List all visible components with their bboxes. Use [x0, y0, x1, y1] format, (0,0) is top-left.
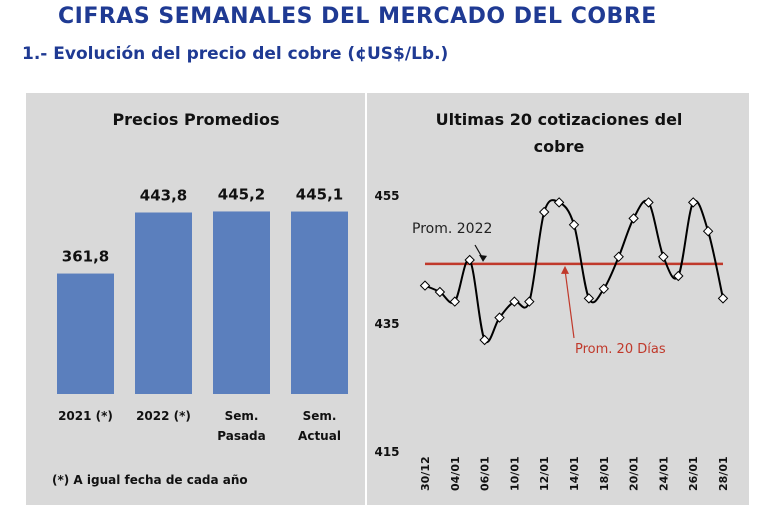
bar-category-label: 2021 (*)	[58, 409, 113, 423]
bar-category-label: Sem.	[303, 409, 337, 423]
bar-category-label: Sem.	[225, 409, 259, 423]
x-tick-label: 26/01	[687, 456, 700, 491]
bar-chart-title: Precios Promedios	[112, 110, 279, 129]
bar-value-label: 445,2	[218, 185, 265, 203]
data-point-marker	[658, 251, 669, 263]
x-tick-label: 24/01	[657, 456, 670, 491]
data-point-marker	[538, 206, 550, 218]
y-tick-label: 435	[374, 317, 399, 331]
data-point-marker	[687, 197, 699, 208]
data-point-marker	[583, 293, 595, 304]
x-tick-label: 28/01	[717, 456, 730, 491]
x-tick-label: 04/01	[449, 456, 462, 491]
annotation-prom-2022: Prom. 2022	[412, 221, 492, 237]
line-chart: Ultimas 20 cotizaciones del cobre 455 435 41…	[374, 110, 730, 491]
data-point-marker	[419, 280, 431, 291]
data-point-marker	[643, 197, 654, 208]
data-point-marker	[613, 251, 624, 263]
data-point-marker	[598, 283, 610, 295]
bar-chart: Precios Promedios 361,8 2021 (*) 443,8 2022 …	[52, 110, 348, 487]
line-chart-title: Ultimas 20 cotizaciones del	[436, 110, 683, 129]
bar	[57, 273, 114, 394]
data-point-marker	[524, 296, 535, 307]
data-point-marker	[702, 225, 714, 237]
bar-value-label: 443,8	[140, 187, 187, 205]
line-chart-panel: Ultimas 20 cotizaciones del cobre 455 435 41…	[367, 93, 749, 505]
data-point-marker	[494, 312, 505, 323]
bar-category-label: Pasada	[217, 429, 266, 443]
bar-value-label: 445,1	[296, 186, 343, 204]
page-subtitle: 1.- Evolución del precio del cobre (¢US$…	[22, 44, 449, 64]
line-chart-title: cobre	[534, 137, 585, 156]
annotation-arrow-20-dias	[564, 269, 575, 339]
data-point-marker	[449, 296, 461, 307]
bar	[213, 211, 270, 394]
x-tick-label: 12/01	[538, 456, 551, 491]
bar	[135, 212, 192, 394]
bar-category-label: Actual	[298, 429, 341, 443]
y-tick-label: 415	[374, 445, 399, 459]
annotation-prom-20-dias: Prom. 20 Días	[575, 342, 666, 357]
x-tick-label: 10/01	[508, 456, 521, 491]
data-point-marker	[628, 213, 639, 224]
data-point-marker	[479, 334, 490, 346]
x-tick-label: 18/01	[598, 456, 611, 491]
page-title: CIFRAS SEMANALES DEL MERCADO DEL COBRE	[58, 4, 657, 29]
data-point-marker	[509, 296, 520, 307]
data-point-marker	[717, 293, 729, 304]
data-point-marker	[568, 219, 580, 231]
y-tick-label: 455	[374, 189, 399, 203]
bar-category-label: 2022 (*)	[136, 409, 191, 423]
data-point-marker	[464, 254, 475, 266]
bar-chart-panel: Precios Promedios 361,8 2021 (*) 443,8 2022 …	[26, 93, 365, 505]
footnote: (*) A igual fecha de cada año	[52, 473, 248, 487]
x-tick-label: 06/01	[479, 456, 492, 491]
bar	[291, 211, 348, 394]
x-tick-label: 14/01	[568, 456, 581, 491]
annotation-arrowhead-20-dias	[561, 265, 569, 274]
x-tick-label: 20/01	[628, 456, 641, 491]
x-tick-label: 30/12	[419, 456, 432, 491]
annotation-arrowhead-2022	[479, 254, 487, 262]
data-point-marker	[434, 286, 446, 298]
data-point-marker	[673, 270, 684, 282]
data-point-marker	[553, 197, 565, 208]
bar-value-label: 361,8	[62, 248, 109, 266]
